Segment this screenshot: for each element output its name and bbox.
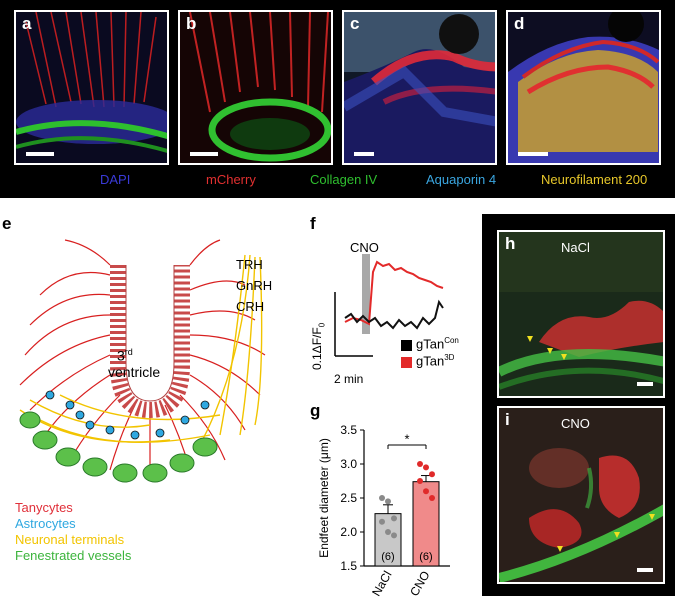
stain-neurofilament: Neurofilament 200: [541, 172, 648, 187]
panel-label-b: b: [186, 14, 197, 33]
scale-bar: [518, 152, 548, 156]
legend-vessels: Fenestrated vessels: [15, 548, 132, 563]
micrograph-c: c: [342, 10, 497, 165]
data-point: [379, 518, 385, 525]
trace-gtancon: [344, 299, 444, 330]
legend-astrocytes: Astrocytes: [15, 516, 76, 531]
x-tick-label: CNO: [407, 569, 432, 599]
n-label: (6): [419, 551, 432, 563]
scale-bar: [354, 152, 374, 156]
panel-label-f: f: [310, 214, 316, 233]
n-label: (6): [381, 551, 394, 563]
scale-y-label: 0.1ΔF/F0: [310, 322, 327, 370]
image-label-nacl: NaCl: [561, 240, 590, 255]
scale-bar: [190, 152, 218, 156]
endfeet-bar-chart: 1.5 2.0 2.5 3.0 3.5 Endfeet diameter (μm) (6) N…: [317, 423, 450, 599]
data-point: [385, 498, 391, 505]
scale-bar: [637, 568, 653, 572]
y-tick-label: 1.5: [340, 559, 357, 573]
ventricle-label: 3rd: [117, 347, 133, 364]
image-label-cno: CNO: [561, 416, 590, 431]
hormone-crh: CRH: [236, 299, 265, 314]
stain-dapi: DAPI: [100, 172, 131, 187]
bar-cno: [412, 481, 440, 567]
data-point: [417, 478, 423, 484]
data-point: [423, 464, 429, 471]
data-point: [385, 529, 391, 535]
legend-con: gTanCon: [416, 336, 459, 352]
ventricle-label-word: ventricle: [108, 364, 161, 380]
scale-bar: [637, 382, 653, 386]
panel-label-g: g: [310, 401, 321, 420]
panel-label-h: h: [505, 234, 516, 253]
micrograph-a: a: [14, 10, 169, 165]
micrograph-b: b: [178, 10, 333, 165]
micrograph-h: h NaCl: [497, 230, 665, 398]
panel-label-d: d: [514, 14, 525, 33]
hormone-gnrh: GnRH: [236, 278, 273, 293]
stim-label: CNO: [350, 240, 379, 255]
micrograph-d: d: [506, 10, 661, 165]
panel-label-i: i: [505, 410, 510, 429]
y-tick-label: 2.0: [340, 525, 357, 539]
y-tick-label: 2.5: [340, 491, 357, 505]
legend-terminals: Neuronal terminals: [15, 532, 125, 547]
hormone-trh: TRH: [236, 257, 263, 272]
panel-label-a: a: [22, 14, 32, 33]
data-point: [429, 471, 435, 478]
legend-swatch-3d: [401, 357, 412, 368]
x-tick-label: NaCl: [369, 569, 394, 599]
stain-aquaporin: Aquaporin 4: [426, 172, 497, 187]
calcium-traces: [334, 254, 444, 357]
stain-mcherry: mCherry: [206, 172, 256, 187]
third-ventricle-diagram: [19, 239, 266, 483]
stain-collagen: Collagen IV: [310, 172, 378, 187]
scale-x-label: 2 min: [334, 372, 364, 386]
data-point: [379, 495, 385, 501]
data-point: [417, 461, 423, 467]
trace-gtan3d: [344, 260, 444, 326]
legend-tanycytes: Tanycytes: [15, 500, 73, 515]
data-point: [391, 532, 397, 539]
data-point: [391, 515, 397, 522]
stim-bar: [362, 254, 370, 334]
data-point: [423, 488, 429, 495]
panel-label-e: e: [2, 214, 12, 233]
legend-swatch-con: [401, 340, 412, 351]
micrograph-i: i CNO: [497, 406, 665, 584]
y-tick-label: 3.5: [340, 423, 357, 437]
y-axis-label: Endfeet diameter (μm): [317, 438, 331, 558]
legend-3d: gTan3D: [416, 353, 455, 369]
panel-label-c: c: [350, 14, 360, 33]
scale-bar: [26, 152, 54, 156]
data-point: [429, 495, 435, 501]
significance-star: *: [404, 432, 409, 447]
y-tick-label: 3.0: [340, 457, 357, 471]
